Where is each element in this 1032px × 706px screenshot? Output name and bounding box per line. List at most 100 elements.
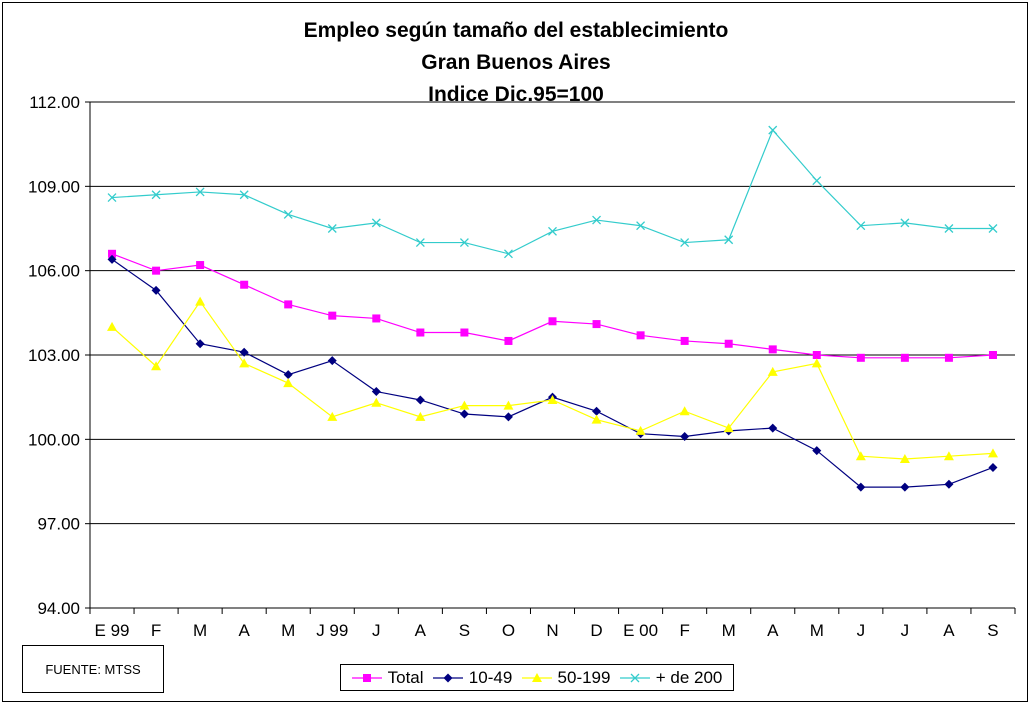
- data-point: [944, 224, 954, 233]
- source-note: FUENTE: MTSS: [45, 661, 141, 677]
- data-point: [415, 238, 425, 248]
- data-point: [107, 321, 118, 331]
- data-point: [900, 218, 910, 228]
- data-point: [812, 446, 822, 456]
- data-point: [768, 125, 778, 135]
- data-point: [284, 300, 293, 309]
- data-point: [811, 358, 822, 368]
- data-point: [503, 412, 513, 422]
- data-point: [195, 296, 206, 306]
- data-point: [723, 423, 734, 433]
- legend-item: + de 200: [619, 667, 723, 688]
- data-point: [635, 425, 646, 435]
- legend-label: 10-49: [468, 667, 513, 687]
- data-point: [943, 451, 954, 461]
- data-point: [636, 331, 645, 340]
- series-1: [108, 249, 997, 362]
- legend-marker: [443, 673, 453, 682]
- data-point: [460, 328, 469, 337]
- data-point: [636, 221, 646, 231]
- data-point: [504, 336, 513, 345]
- data-point: [680, 432, 690, 442]
- data-point: [680, 238, 690, 248]
- x-tick-label: F: [679, 621, 689, 640]
- data-point: [327, 411, 338, 421]
- data-point: [856, 221, 866, 231]
- data-point: [988, 224, 998, 233]
- data-point: [855, 451, 866, 461]
- data-point: [944, 353, 953, 362]
- x-tick-label: S: [459, 621, 470, 640]
- data-point: [592, 320, 601, 329]
- data-point: [283, 378, 294, 388]
- legend-item: 10-49: [432, 667, 513, 688]
- x-tick-label: J 99: [316, 621, 348, 640]
- data-point: [459, 400, 470, 410]
- data-point: [899, 454, 910, 464]
- legend-marker: [630, 673, 640, 682]
- data-point: [327, 224, 337, 233]
- x-tick-label: O: [502, 621, 515, 640]
- legend-item: Total: [351, 667, 424, 688]
- data-point: [503, 249, 513, 259]
- data-point: [988, 351, 997, 359]
- x-tick-label: N: [546, 621, 558, 640]
- data-point: [283, 370, 293, 380]
- data-point: [108, 249, 117, 258]
- data-point: [987, 448, 998, 458]
- data-point: [548, 317, 557, 326]
- data-point: [548, 226, 557, 236]
- data-point: [856, 353, 865, 362]
- series-3: [107, 296, 998, 464]
- data-point: [239, 347, 249, 357]
- x-tick-label: M: [281, 621, 295, 640]
- data-point: [503, 400, 514, 410]
- data-point: [416, 328, 425, 337]
- data-point: [283, 209, 293, 219]
- data-point: [988, 462, 998, 472]
- y-tick-label: 100.00: [28, 430, 80, 449]
- data-point: [812, 176, 822, 186]
- data-point: [592, 406, 602, 416]
- x-tick-label: M: [810, 621, 824, 640]
- data-point: [372, 314, 381, 323]
- source-note-box: FUENTE: MTSS: [22, 645, 164, 693]
- legend-item: 50-199: [521, 667, 611, 688]
- legend-swatch: [521, 672, 552, 682]
- legend-label: Total: [387, 667, 424, 687]
- grid-lines: [90, 101, 1015, 609]
- data-point: [152, 266, 161, 275]
- chart-subtitle-region: Gran Buenos Aires: [421, 51, 611, 74]
- x-tick-label: A: [767, 621, 779, 640]
- x-tick-label: A: [238, 621, 250, 640]
- legend-swatch: [432, 673, 463, 682]
- x-tick-label: M: [722, 621, 736, 640]
- x-tick-label: E 00: [623, 621, 658, 640]
- x-tick-label: M: [193, 621, 207, 640]
- x-tick-label: A: [415, 621, 427, 640]
- data-point: [900, 482, 910, 492]
- data-point: [679, 406, 690, 416]
- chart-title: Empleo según tamaño del establecimiento: [303, 19, 729, 42]
- data-point: [724, 235, 734, 245]
- legend-label: 50-199: [557, 667, 611, 687]
- legend-label: + de 200: [655, 667, 723, 687]
- data-point: [328, 311, 337, 320]
- x-tick-label: F: [151, 621, 161, 640]
- x-tick-label: J: [372, 621, 381, 640]
- legend-marker: [531, 672, 542, 682]
- data-point: [944, 479, 954, 489]
- data-point: [240, 280, 249, 289]
- data-point: [239, 358, 250, 368]
- data-point: [107, 193, 117, 203]
- data-point: [680, 336, 689, 345]
- series-layer: [107, 125, 998, 492]
- y-tick-label: 106.00: [28, 262, 80, 281]
- data-point: [900, 353, 909, 362]
- legend: Total 10-49 50-199 + de 200: [340, 664, 734, 691]
- y-tick-label: 109.00: [28, 177, 80, 196]
- legend-swatch: [619, 673, 650, 682]
- data-point: [196, 261, 205, 270]
- x-tick-label: E 99: [95, 621, 130, 640]
